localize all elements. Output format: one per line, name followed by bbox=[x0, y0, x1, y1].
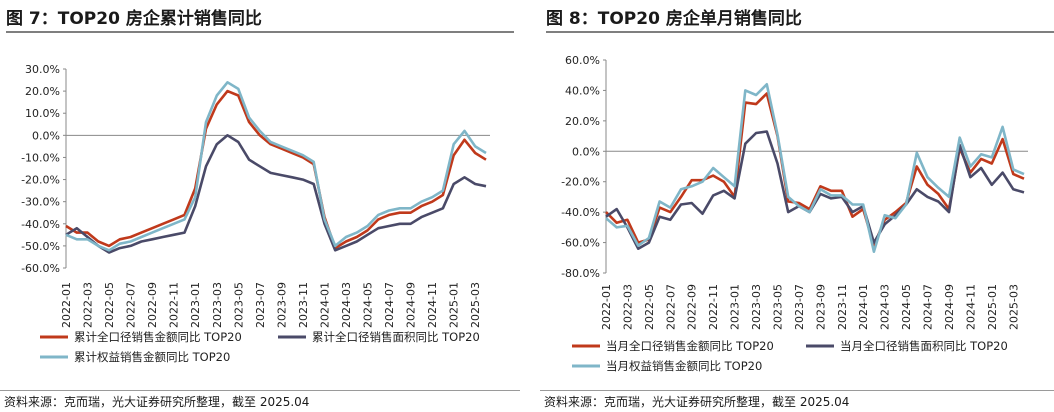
source-divider bbox=[540, 390, 1054, 391]
series-line-3 bbox=[65, 81, 487, 252]
x-tick-label: 2022-09 bbox=[686, 284, 699, 330]
y-tick-label: -60.0% bbox=[561, 237, 600, 250]
title-divider bbox=[546, 31, 1054, 33]
legend-label: 当月权益销售金额同比 TOP20 bbox=[606, 359, 762, 373]
source-divider bbox=[0, 390, 520, 391]
y-tick-label: 20.0% bbox=[565, 115, 600, 128]
y-tick-label: -40.0% bbox=[561, 206, 600, 219]
x-tick-label: 2025-03 bbox=[1007, 284, 1020, 330]
legend-label: 当月全口径销售面积同比 TOP20 bbox=[840, 339, 1008, 353]
x-tick-label: 2022-07 bbox=[664, 284, 677, 330]
x-tick-label: 2023-07 bbox=[793, 284, 806, 330]
monthly-sales-chart: -80.0% -60.0% -40.0% -20.0% 0.0% 20.0% 40.0% 60… bbox=[561, 54, 1028, 373]
source-note: 资料来源：克而瑞，光大证券研究所整理，截至 2025.04 bbox=[4, 395, 310, 409]
x-tick-label: 2022-05 bbox=[103, 282, 116, 328]
x-tick-label: 2023-01 bbox=[729, 284, 742, 330]
chart-title: 图 8：TOP20 房企单月销售同比 bbox=[546, 9, 802, 29]
right-panel: 图 8：TOP20 房企单月销售同比 -80.0% -60.0% -40.0% -20… bbox=[540, 0, 1054, 412]
x-tick-label: 2022-05 bbox=[643, 284, 656, 330]
x-tick-label: 2022-07 bbox=[125, 282, 138, 328]
x-tick-label: 2023-09 bbox=[275, 282, 288, 328]
y-tick-label: -80.0% bbox=[561, 267, 600, 280]
legend-label: 累计全口径销售金额同比 TOP20 bbox=[74, 330, 242, 344]
x-tick-label: 2025-03 bbox=[469, 282, 482, 328]
x-tick-label: 2024-11 bbox=[964, 284, 977, 330]
x-tick-label: 2022-03 bbox=[621, 284, 634, 330]
x-tick-label: 2023-11 bbox=[836, 284, 849, 330]
x-tick-label: 2024-07 bbox=[383, 282, 396, 328]
y-tick-label: 60.0% bbox=[565, 54, 600, 67]
cumulative-sales-chart: -60.0% -50.0% -40.0% -30.0% -20.0% -10.0% 0.0%… bbox=[21, 63, 490, 364]
left-panel: 图 7：TOP20 房企累计销售同比 -60.0% -50.0% -40.0% -30… bbox=[0, 0, 520, 412]
y-tick-label: 30.0% bbox=[25, 63, 60, 76]
x-tick-label: 2022-11 bbox=[707, 284, 720, 330]
y-tick-label: -30.0% bbox=[21, 196, 60, 209]
x-tick-label: 2022-03 bbox=[82, 282, 95, 328]
x-tick-label: 2024-09 bbox=[405, 282, 418, 328]
y-tick-label: -10.0% bbox=[21, 151, 60, 164]
x-tick-label: 2023-11 bbox=[297, 282, 310, 328]
series-line-2 bbox=[65, 134, 487, 254]
x-tick-label: 2024-11 bbox=[426, 282, 439, 328]
x-tick-label: 2025-01 bbox=[986, 284, 999, 330]
x-tick-label: 2022-01 bbox=[600, 284, 613, 330]
x-tick-label: 2023-03 bbox=[211, 282, 224, 328]
x-tick-label: 2024-01 bbox=[857, 284, 870, 330]
x-tick-label: 2023-05 bbox=[771, 284, 784, 330]
y-tick-label: 0.0% bbox=[32, 129, 60, 142]
y-tick-label: 20.0% bbox=[25, 85, 60, 98]
x-tick-label: 2023-05 bbox=[232, 282, 245, 328]
chart-title: 图 7：TOP20 房企累计销售同比 bbox=[6, 9, 262, 29]
legend-label: 当月全口径销售金额同比 TOP20 bbox=[606, 339, 774, 353]
source-note: 资料来源：克而瑞，光大证券研究所整理，截至 2025.04 bbox=[544, 395, 850, 409]
x-tick-label: 2023-03 bbox=[750, 284, 763, 330]
y-tick-label: 40.0% bbox=[565, 84, 600, 97]
y-tick-label: 10.0% bbox=[25, 107, 60, 120]
y-tick-label: -60.0% bbox=[21, 262, 60, 275]
y-tick-label: 0.0% bbox=[572, 145, 600, 158]
series-line-3 bbox=[605, 83, 1025, 253]
y-tick-label: -50.0% bbox=[21, 240, 60, 253]
y-tick-label: -40.0% bbox=[21, 218, 60, 231]
x-tick-label: 2023-07 bbox=[254, 282, 267, 328]
x-tick-label: 2023-09 bbox=[814, 284, 827, 330]
y-tick-label: -20.0% bbox=[21, 174, 60, 187]
x-tick-label: 2024-07 bbox=[922, 284, 935, 330]
x-tick-label: 2024-01 bbox=[318, 282, 331, 328]
x-tick-label: 2022-11 bbox=[168, 282, 181, 328]
legend-label: 累计权益销售金额同比 TOP20 bbox=[74, 350, 230, 364]
x-tick-label: 2024-05 bbox=[900, 284, 913, 330]
x-tick-label: 2024-05 bbox=[362, 282, 375, 328]
x-tick-label: 2024-09 bbox=[943, 284, 956, 330]
x-tick-label: 2023-01 bbox=[189, 282, 202, 328]
x-tick-label: 2024-03 bbox=[879, 284, 892, 330]
series-line-2 bbox=[605, 130, 1025, 250]
legend-label: 累计全口径销售面积同比 TOP20 bbox=[312, 330, 480, 344]
series-line-1 bbox=[605, 92, 1025, 247]
x-tick-label: 2025-01 bbox=[448, 282, 461, 328]
title-divider bbox=[6, 31, 514, 33]
y-tick-label: -20.0% bbox=[561, 176, 600, 189]
x-tick-label: 2022-01 bbox=[60, 282, 73, 328]
x-tick-label: 2024-03 bbox=[340, 282, 353, 328]
x-tick-label: 2022-09 bbox=[146, 282, 159, 328]
series-line-1 bbox=[65, 89, 487, 250]
